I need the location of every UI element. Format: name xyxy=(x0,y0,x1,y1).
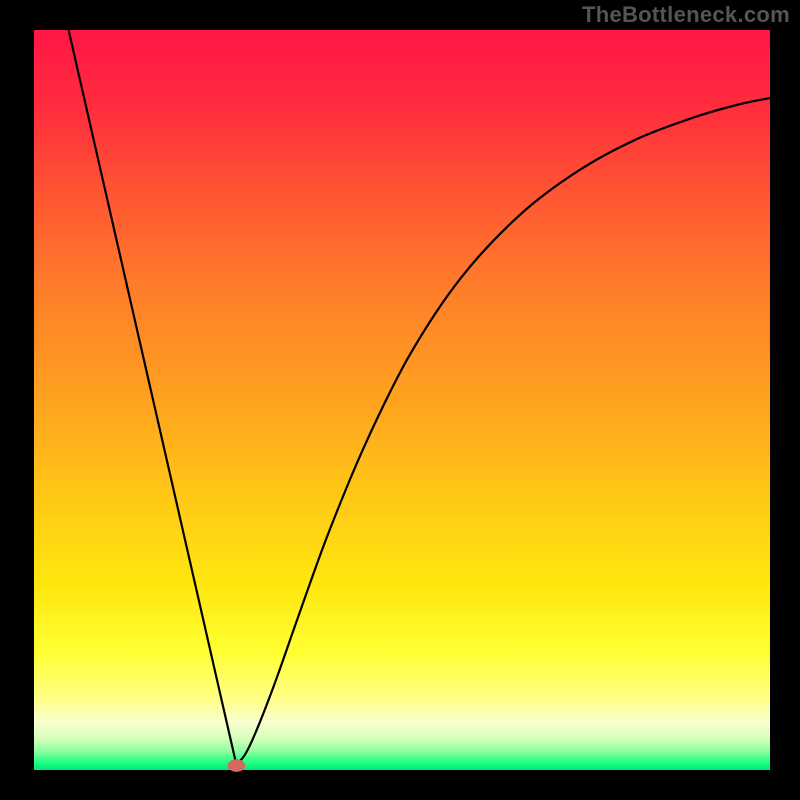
gradient-background xyxy=(34,30,770,770)
minimum-marker xyxy=(228,759,246,772)
watermark-text: TheBottleneck.com xyxy=(582,2,790,28)
bottleneck-chart xyxy=(0,0,800,800)
chart-frame: TheBottleneck.com xyxy=(0,0,800,800)
